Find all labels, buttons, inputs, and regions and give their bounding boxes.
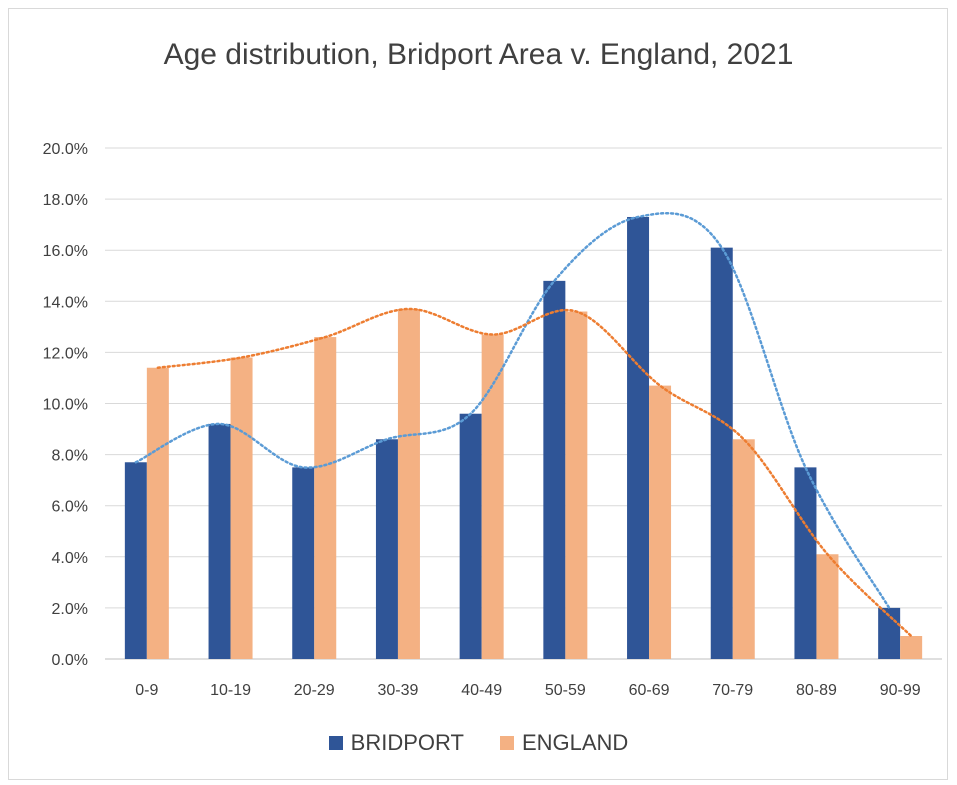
bar-england-0-9 — [146, 367, 169, 659]
x-tick-label: 30-39 — [377, 682, 418, 699]
bar-england-20-29 — [314, 337, 337, 659]
bar-bridport-0-9 — [124, 462, 147, 659]
chart-legend: BRIDPORT ENGLAND — [0, 730, 957, 756]
x-tick-label: 60-69 — [629, 682, 670, 699]
trendline-bridport — [134, 211, 891, 610]
x-tick-label: 90-99 — [880, 682, 921, 699]
x-tick-label: 80-89 — [796, 682, 837, 699]
bar-bridport-10-19 — [208, 423, 231, 659]
x-tick-label: 0-9 — [135, 682, 158, 699]
bar-england-60-69 — [649, 385, 672, 659]
bar-england-80-89 — [816, 554, 839, 659]
legend-item-bridport: BRIDPORT — [328, 730, 464, 756]
chart-title: Age distribution, Bridport Area v. Engla… — [163, 38, 794, 71]
y-tick-label: 12.0% — [43, 345, 88, 362]
bar-bridport-60-69 — [627, 216, 650, 660]
y-tick-label: 0.0% — [52, 652, 88, 669]
y-tick-label: 20.0% — [43, 141, 88, 158]
bar-bridport-70-79 — [710, 247, 733, 659]
bar-england-70-79 — [732, 439, 755, 659]
bar-england-90-99 — [900, 636, 923, 659]
y-tick-label: 6.0% — [52, 499, 88, 516]
bar-bridport-30-39 — [375, 439, 398, 659]
y-tick-label: 16.0% — [43, 243, 88, 260]
x-tick-label: 50-59 — [545, 682, 586, 699]
trendline-england — [156, 307, 913, 638]
legend-item-england: ENGLAND — [499, 730, 629, 756]
y-tick-label: 2.0% — [52, 601, 88, 618]
legend-swatch-bridport — [328, 736, 343, 750]
legend-swatch-england — [499, 736, 514, 750]
y-tick-label: 8.0% — [52, 448, 88, 465]
bar-bridport-50-59 — [543, 280, 566, 659]
y-tick-label: 14.0% — [43, 294, 88, 311]
bar-bridport-40-49 — [459, 413, 482, 659]
x-tick-label: 20-29 — [294, 682, 335, 699]
x-tick-label: 70-79 — [712, 682, 753, 699]
legend-label-england: ENGLAND — [521, 730, 629, 755]
bar-england-30-39 — [397, 308, 420, 659]
x-tick-label: 10-19 — [210, 682, 251, 699]
y-tick-label: 4.0% — [52, 550, 88, 567]
bar-bridport-20-29 — [292, 467, 315, 659]
legend-label-bridport: BRIDPORT — [350, 730, 464, 755]
x-tick-label: 40-49 — [461, 682, 502, 699]
y-tick-label: 18.0% — [43, 192, 88, 209]
bar-england-40-49 — [481, 334, 504, 659]
y-tick-label: 10.0% — [43, 397, 88, 414]
bar-bridport-80-89 — [794, 467, 817, 659]
bar-england-50-59 — [565, 311, 588, 659]
bar-england-10-19 — [230, 357, 253, 659]
